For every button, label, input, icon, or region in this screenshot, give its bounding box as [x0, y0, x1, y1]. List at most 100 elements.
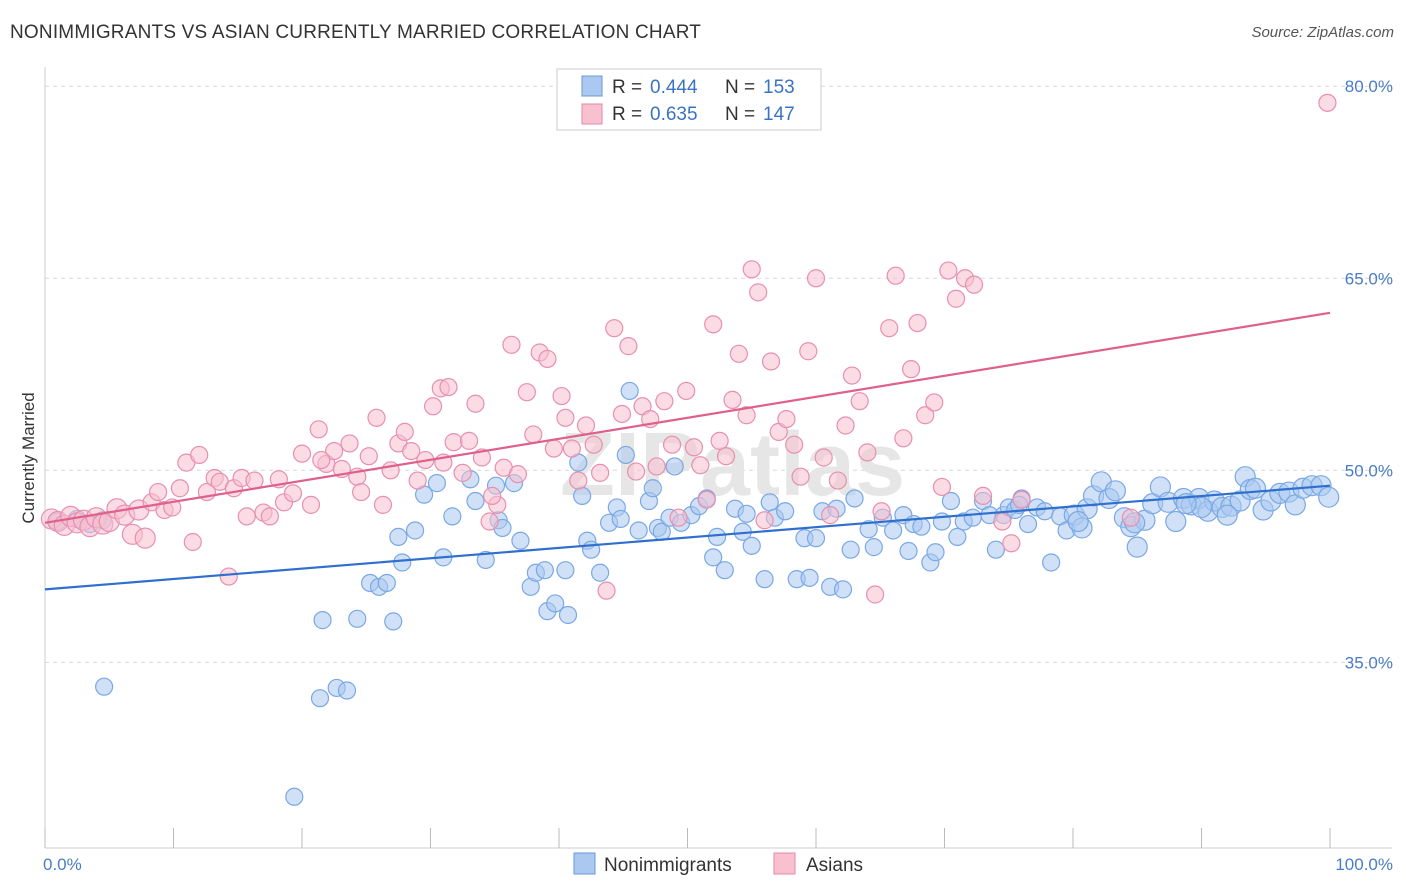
asians-point: [395, 422, 414, 441]
asians-point: [916, 406, 935, 425]
asians-point: [544, 439, 563, 458]
asians-point: [655, 392, 674, 411]
asians-point: [925, 393, 944, 412]
nonimmigrants-point: [95, 677, 114, 696]
tick-labels: 35.0% 50.0% 65.0% 80.0% 0.0% 100.0%: [43, 77, 1393, 874]
asians-point: [237, 507, 256, 526]
asians-point: [1121, 508, 1140, 527]
legend-r-label-0: R =: [612, 77, 642, 98]
asians-point: [946, 289, 966, 308]
correlation-legend: R = 0.444 N = 153 R = 0.635 N = 147: [556, 68, 822, 131]
asians-point: [444, 433, 463, 452]
nonimmigrants-point: [963, 508, 982, 527]
asians-point: [524, 425, 543, 444]
asians-point: [626, 462, 646, 481]
asians-point: [880, 319, 899, 338]
y-tick-label-3: 80.0%: [1345, 77, 1393, 96]
nonimmigrants-point: [800, 568, 819, 587]
nonimmigrants-point: [629, 521, 648, 540]
asians-point: [190, 445, 209, 465]
asians-point: [886, 266, 905, 285]
asians-point: [439, 377, 458, 397]
x-tick-label-0: 0.0%: [43, 855, 82, 874]
nonimmigrants-point: [948, 527, 967, 546]
nonimmigrants-points: [48, 381, 1340, 806]
y-tick-label-2: 65.0%: [1345, 269, 1393, 288]
asians-point: [459, 431, 479, 450]
nonimmigrants-point: [1042, 553, 1061, 572]
asians-point: [684, 438, 704, 457]
series-legend: Nonimmigrants Asians: [573, 852, 863, 876]
asians-point: [325, 441, 344, 461]
legend-n-label-0: N =: [725, 77, 755, 98]
asians-point: [367, 408, 386, 427]
nonimmigrants-point: [611, 509, 630, 529]
asians-point: [612, 404, 632, 424]
bottom-legend-label-asians: Asians: [806, 855, 863, 876]
asians-point: [1002, 534, 1021, 553]
nonimmigrants-point: [755, 570, 774, 589]
legend-r-value-1: 0.635: [650, 104, 698, 125]
nonimmigrants-point: [384, 612, 403, 631]
asians-point: [552, 386, 571, 406]
nonimmigrants-point: [883, 521, 903, 540]
nonimmigrants-point: [1067, 510, 1089, 533]
asians-point: [806, 269, 826, 288]
asians-point: [538, 349, 557, 369]
asians-point: [423, 397, 443, 416]
chart-title: NONIMMIGRANTS VS ASIAN CURRENTLY MARRIED…: [10, 22, 702, 43]
legend-r-label-1: R =: [612, 104, 642, 125]
asians-point: [785, 435, 804, 454]
asians-point: [480, 512, 499, 531]
nonimmigrants-point: [986, 540, 1006, 559]
asians-point: [939, 261, 958, 280]
nonimmigrants-point: [389, 527, 408, 546]
nonimmigrants-point: [859, 520, 878, 539]
legend-swatch-nonimmigrants: [581, 75, 603, 97]
nonimmigrants-point: [841, 540, 860, 559]
asians-point: [662, 435, 682, 454]
asians-point: [517, 383, 536, 402]
nonimmigrants-point: [1244, 477, 1267, 499]
asians-point: [872, 502, 891, 521]
asians-point: [408, 471, 427, 490]
asians-point: [219, 567, 238, 586]
nonimmigrants-point: [405, 521, 425, 540]
asians-point: [964, 275, 984, 294]
asians-point: [742, 260, 761, 279]
nonimmigrants-point: [348, 609, 367, 628]
nonimmigrants-trend-line: [44, 484, 1331, 591]
asians-point: [466, 394, 485, 413]
legend-n-value-0: 153: [763, 77, 795, 98]
asians-point: [508, 465, 527, 484]
nonimmigrants-point: [1018, 514, 1038, 534]
nonimmigrants-point: [535, 561, 554, 580]
nonimmigrants-point: [591, 563, 610, 582]
asians-point: [901, 360, 921, 379]
nonimmigrants-point: [466, 491, 485, 511]
asians-point: [814, 448, 833, 467]
nonimmigrants-point: [845, 489, 864, 508]
nonimmigrants-point: [393, 553, 412, 572]
asians-point: [777, 409, 796, 429]
nonimmigrants-point: [443, 507, 462, 526]
nonimmigrants-point: [1318, 486, 1340, 508]
asians-point: [597, 581, 616, 600]
asians-point: [569, 471, 588, 490]
asians-point: [932, 477, 952, 497]
asians-point: [591, 463, 610, 482]
asians-point: [352, 482, 371, 502]
asians-point: [134, 527, 156, 549]
asians-point: [761, 352, 781, 371]
asians-point: [309, 420, 328, 439]
asians-point: [828, 471, 847, 490]
asians-point: [283, 484, 303, 503]
nonimmigrants-point: [313, 611, 332, 630]
nonimmigrants-point: [1126, 536, 1148, 558]
asians-point: [729, 344, 749, 363]
nonimmigrants-point: [737, 504, 756, 523]
asians-point: [260, 507, 279, 526]
asians-point: [472, 448, 491, 467]
asians-point: [292, 444, 312, 463]
